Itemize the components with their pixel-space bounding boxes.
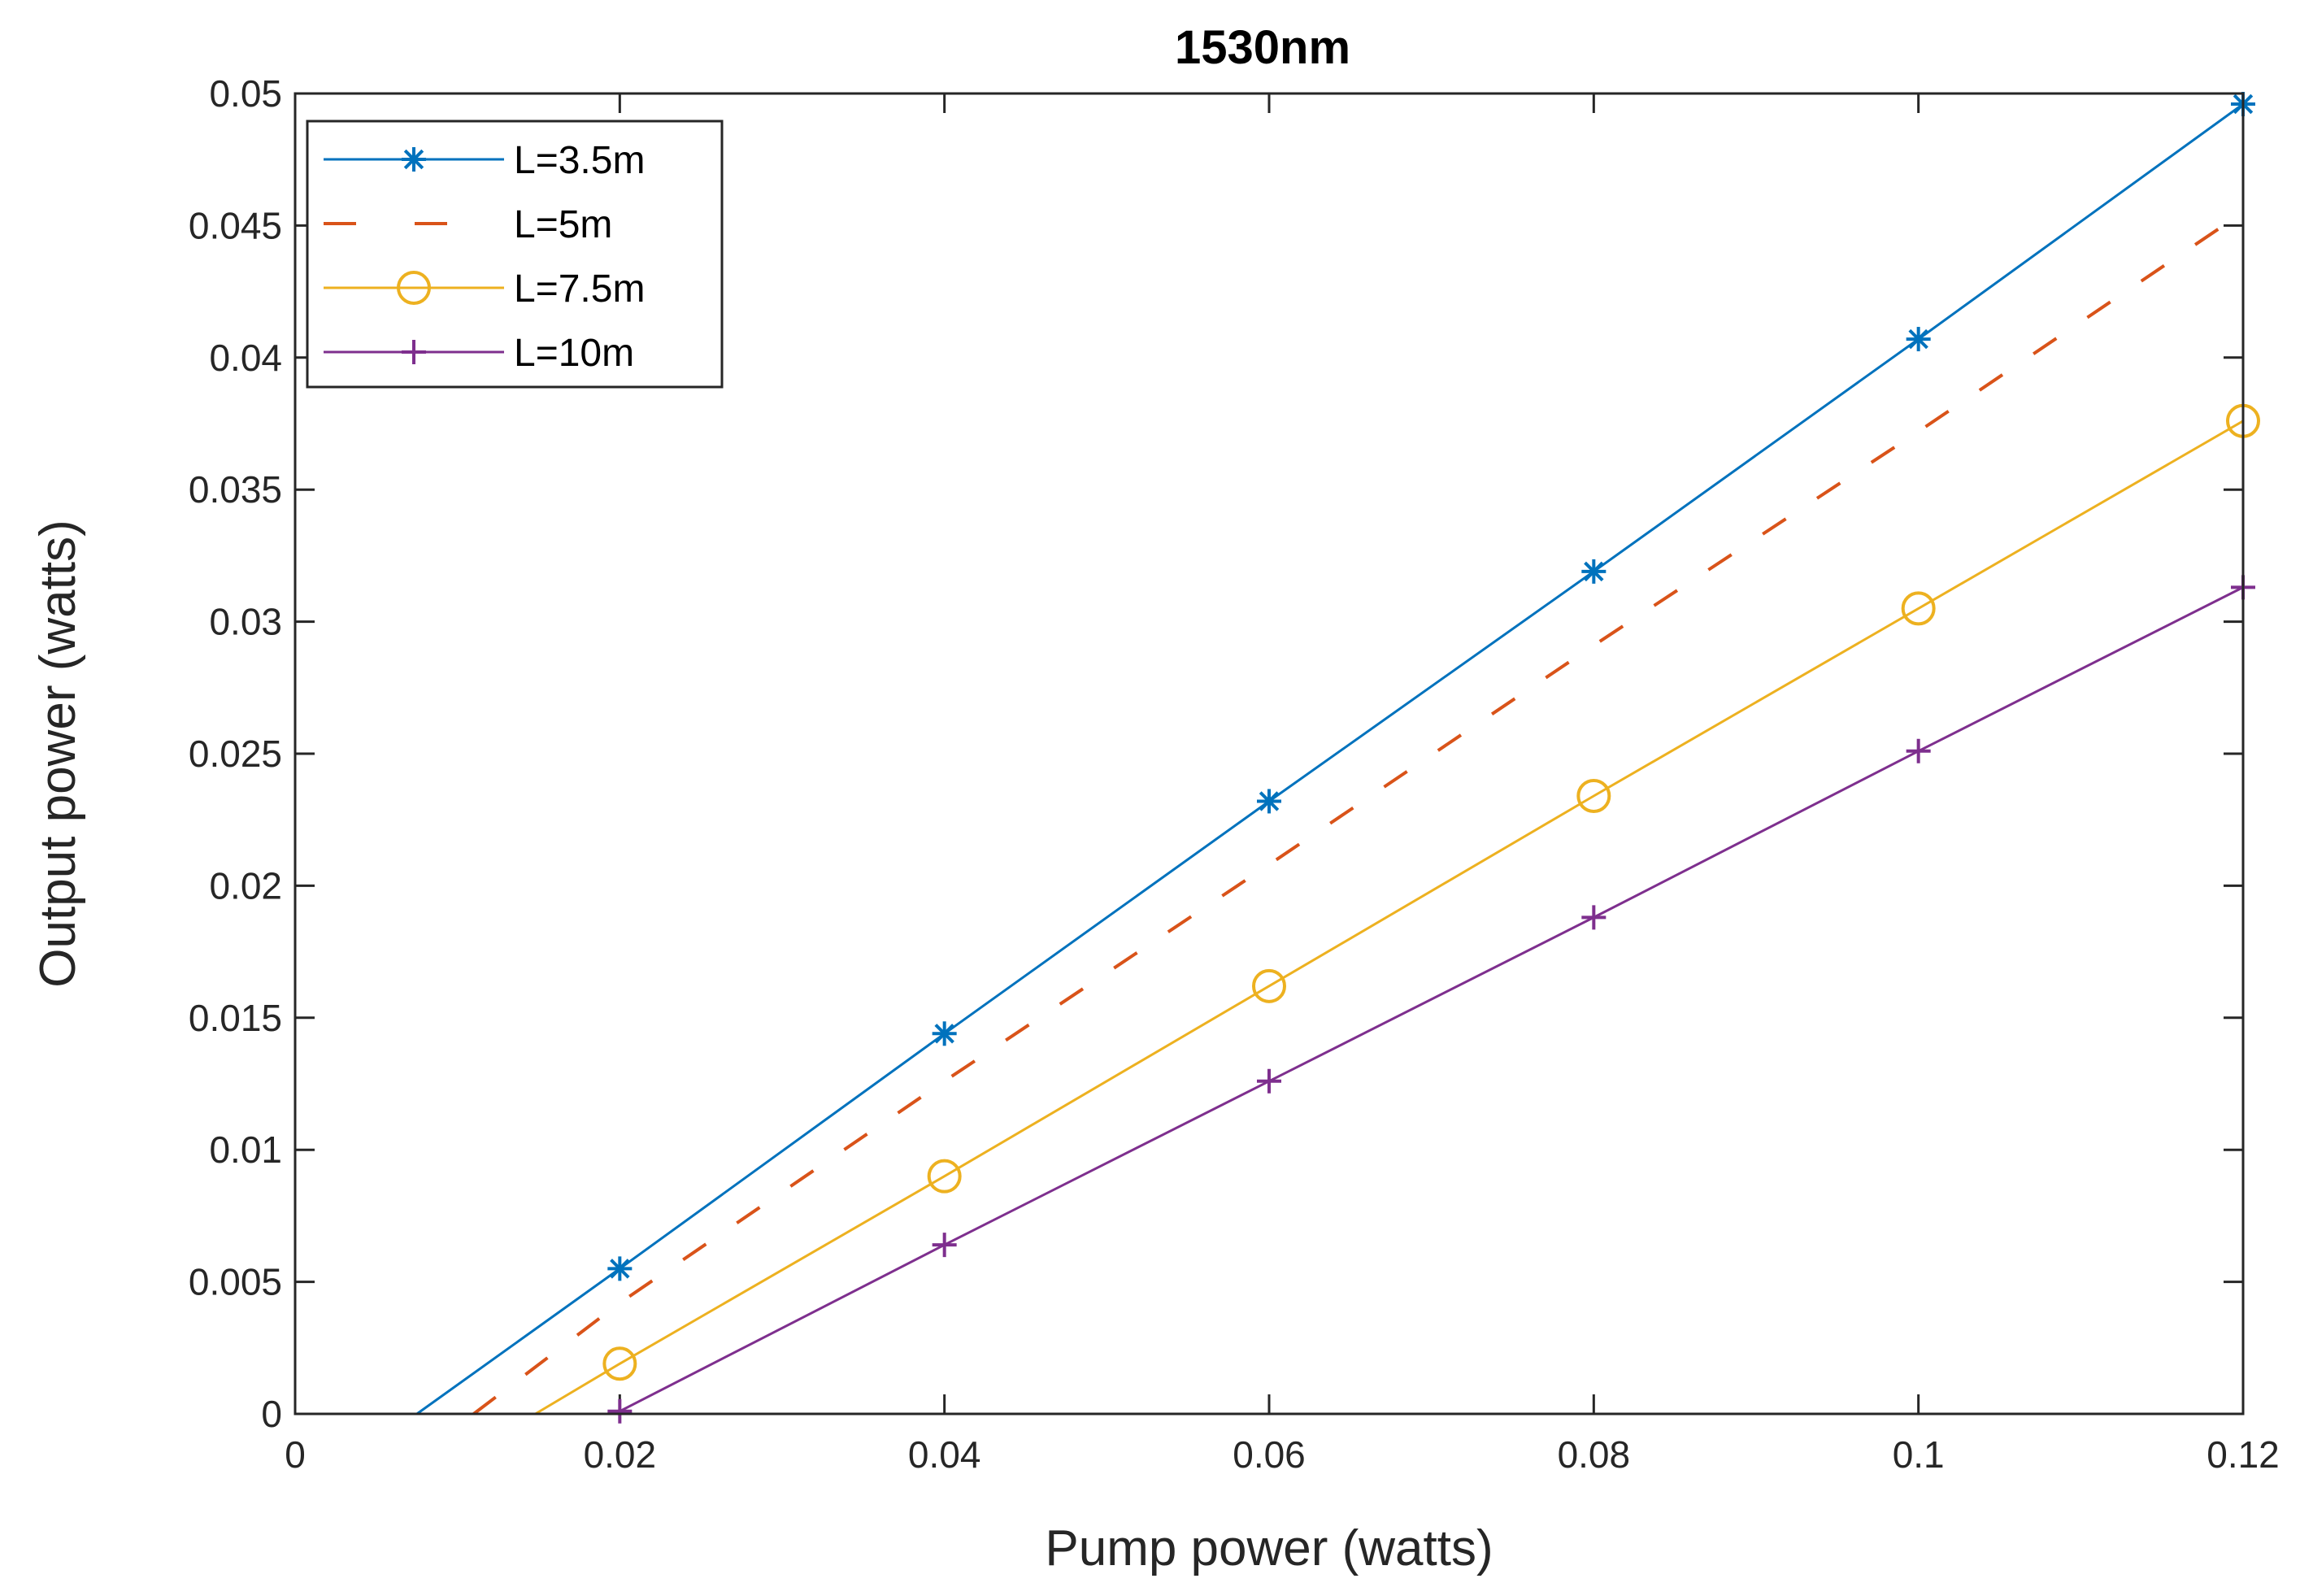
x-axis: 0 0.02 0.04 0.06 0.08 0.1 0.12 bbox=[285, 93, 2280, 1476]
series-line bbox=[619, 586, 2244, 1413]
data-point bbox=[1901, 591, 1936, 626]
data-point bbox=[1581, 559, 1606, 584]
data-point bbox=[607, 1256, 633, 1281]
marker-stroke bbox=[1259, 791, 1280, 811]
marker-stroke bbox=[1252, 968, 1286, 1003]
data-point bbox=[607, 1398, 633, 1424]
legend-label: L=7.5m bbox=[514, 267, 645, 311]
legend-item: L=5m bbox=[324, 203, 612, 246]
legend-label: L=5m bbox=[514, 203, 612, 246]
y-tick-label: 0.01 bbox=[209, 1129, 282, 1171]
y-tick-label: 0.04 bbox=[209, 337, 282, 379]
data-point bbox=[602, 1346, 637, 1381]
y-axis-title: Output power (watts) bbox=[30, 520, 86, 987]
legend-marker bbox=[402, 340, 426, 364]
legend-label: L=3.5m bbox=[514, 139, 645, 182]
data-point bbox=[1581, 905, 1606, 930]
y-tick-label: 0.005 bbox=[189, 1261, 282, 1303]
data-point bbox=[932, 1021, 957, 1046]
data-point bbox=[932, 1233, 957, 1258]
legend-marker bbox=[402, 147, 426, 172]
plot-frame bbox=[293, 92, 2245, 1416]
marker-stroke bbox=[1908, 328, 1928, 350]
data-point bbox=[1576, 778, 1611, 813]
data-point bbox=[927, 1159, 962, 1194]
marker-stroke bbox=[1901, 591, 1936, 626]
marker-stroke bbox=[1584, 561, 1604, 582]
x-tick-label: 0.02 bbox=[584, 1433, 657, 1476]
data-point bbox=[1257, 1068, 1281, 1094]
x-tick-label: 0.04 bbox=[908, 1433, 981, 1476]
x-axis-title: Pump power (watts) bbox=[1045, 1520, 1493, 1576]
data-point bbox=[1906, 327, 1931, 352]
y-axis: 0 0.005 0.01 0.015 0.02 0.025 0.03 0.035 0.04 0.0… bbox=[189, 72, 2243, 1435]
y-tick-label: 0.05 bbox=[209, 72, 282, 115]
y-tick-label: 0.025 bbox=[189, 733, 282, 775]
y-tick-label: 0.02 bbox=[209, 864, 282, 907]
legend: L=3.5m L=5m L=7.5m L=10m bbox=[306, 120, 724, 389]
data-point bbox=[1257, 789, 1281, 814]
marker-stroke bbox=[403, 149, 424, 170]
data-point bbox=[1252, 968, 1286, 1003]
marker-stroke bbox=[397, 271, 431, 305]
y-tick-label: 0 bbox=[261, 1393, 282, 1435]
x-tick-label: 0 bbox=[285, 1433, 306, 1476]
plot-series bbox=[415, 91, 2260, 1424]
x-tick-label: 0.12 bbox=[2206, 1433, 2280, 1476]
legend-item: L=3.5m bbox=[324, 139, 645, 182]
marker-stroke bbox=[610, 1259, 630, 1279]
legend-item: L=10m bbox=[324, 332, 634, 375]
marker-stroke bbox=[602, 1346, 637, 1381]
series-1 bbox=[415, 91, 2255, 1416]
marker-stroke bbox=[934, 1024, 954, 1044]
y-tick-label: 0.045 bbox=[189, 204, 282, 246]
legend-box bbox=[306, 120, 724, 389]
marker-stroke bbox=[1576, 778, 1611, 813]
y-tick-label: 0.035 bbox=[189, 468, 282, 511]
chart-title: 1530nm bbox=[1175, 21, 1350, 74]
legend-item: L=7.5m bbox=[324, 267, 645, 311]
data-point bbox=[1906, 738, 1931, 763]
y-tick-label: 0.03 bbox=[209, 601, 282, 643]
y-tick-label: 0.015 bbox=[189, 997, 282, 1039]
x-tick-label: 0.1 bbox=[1893, 1433, 1945, 1476]
marker-stroke bbox=[927, 1159, 962, 1194]
x-tick-label: 0.08 bbox=[1558, 1433, 1631, 1476]
legend-label: L=10m bbox=[514, 332, 634, 375]
x-tick-label: 0.06 bbox=[1233, 1433, 1306, 1476]
series-line bbox=[534, 420, 2244, 1416]
legend-marker bbox=[397, 271, 431, 305]
